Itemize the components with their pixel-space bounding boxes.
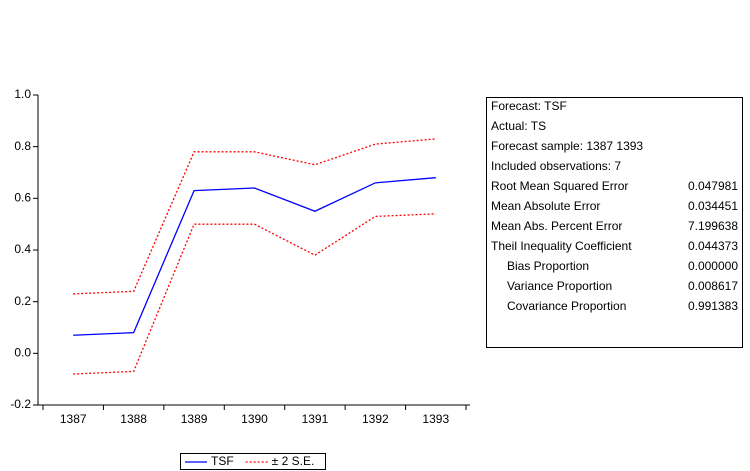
stats-label: Variance Proportion (507, 279, 612, 293)
stats-box (486, 97, 743, 348)
legend-label: TSF (211, 454, 234, 468)
x-tick-label: 1390 (241, 412, 268, 426)
stats-label: Theil Inequality Coefficient (491, 239, 632, 253)
stats-header: Actual: TS (491, 119, 546, 133)
y-tick-label: 0.6 (14, 191, 31, 205)
stats-header: Forecast: TSF (491, 99, 567, 113)
x-tick-label: 1387 (60, 412, 87, 426)
legend-label: ± 2 S.E. (272, 454, 315, 468)
legend-box (180, 453, 326, 470)
x-tick-label: 1388 (120, 412, 147, 426)
stats-header: Forecast sample: 1387 1393 (491, 139, 643, 153)
y-tick-label: 0.4 (14, 242, 31, 256)
y-tick-label: 0.8 (14, 139, 31, 153)
stats-value: 0.000000 (688, 259, 738, 273)
stats-value: 0.044373 (688, 239, 738, 253)
stats-label: Covariance Proportion (507, 299, 626, 313)
stats-label: Bias Proportion (507, 259, 589, 273)
series-line (73, 138, 436, 295)
y-tick-label: 0.2 (14, 294, 31, 308)
x-tick-label: 1393 (422, 412, 449, 426)
stats-value: 7.199638 (688, 219, 738, 233)
series-line (73, 177, 436, 336)
y-tick-label: -0.2 (10, 397, 31, 411)
x-tick-label: 1392 (362, 412, 389, 426)
y-tick-label: 1.0 (14, 87, 31, 101)
stats-label: Mean Abs. Percent Error (491, 219, 622, 233)
stats-value: 0.991383 (688, 299, 738, 313)
stats-label: Mean Absolute Error (491, 199, 600, 213)
series-line (73, 213, 436, 375)
stats-header: Included observations: 7 (491, 159, 621, 173)
x-tick-label: 1389 (181, 412, 208, 426)
stats-value: 0.034451 (688, 199, 738, 213)
y-tick-label: 0.0 (14, 346, 31, 360)
x-tick-label: 1391 (302, 412, 329, 426)
stats-value: 0.008617 (688, 279, 738, 293)
stats-label: Root Mean Squared Error (491, 179, 628, 193)
stats-value: 0.047981 (688, 179, 738, 193)
